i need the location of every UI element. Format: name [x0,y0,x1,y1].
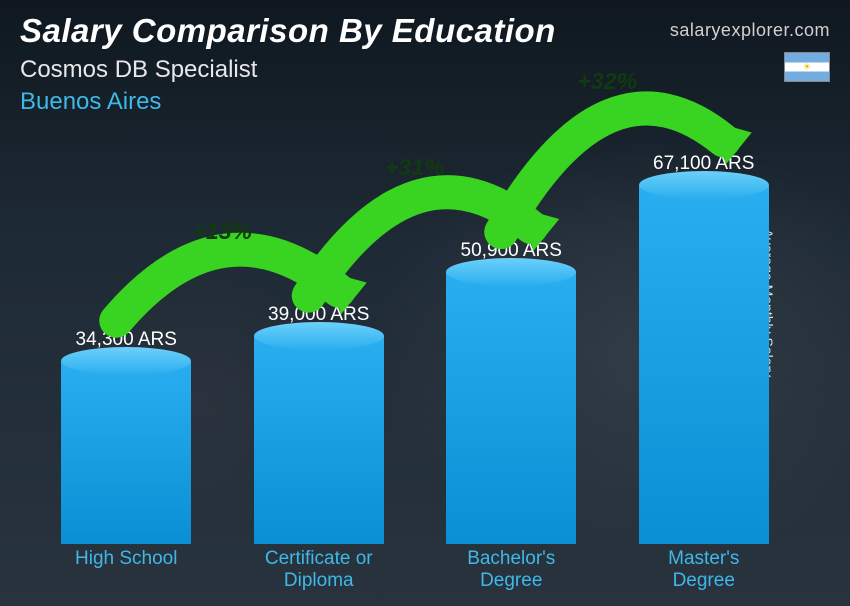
bar-label: High School [30,544,223,594]
bar-label: Bachelor'sDegree [415,544,608,594]
bar-label: Master'sDegree [608,544,801,594]
brand-suffix: .com [789,20,830,40]
brand-name: salaryexplorer [670,20,789,40]
bar [61,361,191,544]
location: Buenos Aires [20,88,830,116]
bar [254,336,384,544]
job-title: Cosmos DB Specialist [20,56,830,84]
bar [446,272,576,544]
brand-logo: salaryexplorer.com [670,20,830,41]
bar-slot: 39,000 ARS [223,130,416,544]
flag-icon: ☀ [784,52,830,82]
bar-slot: 67,100 ARS [608,130,801,544]
header: Salary Comparison By Education Cosmos DB… [0,0,850,116]
bar-label: Certificate orDiploma [223,544,416,594]
bar [639,185,769,544]
salary-bar-chart: 34,300 ARS39,000 ARS50,900 ARS67,100 ARS… [30,130,800,594]
bar-slot: 50,900 ARS [415,130,608,544]
bar-slot: 34,300 ARS [30,130,223,544]
